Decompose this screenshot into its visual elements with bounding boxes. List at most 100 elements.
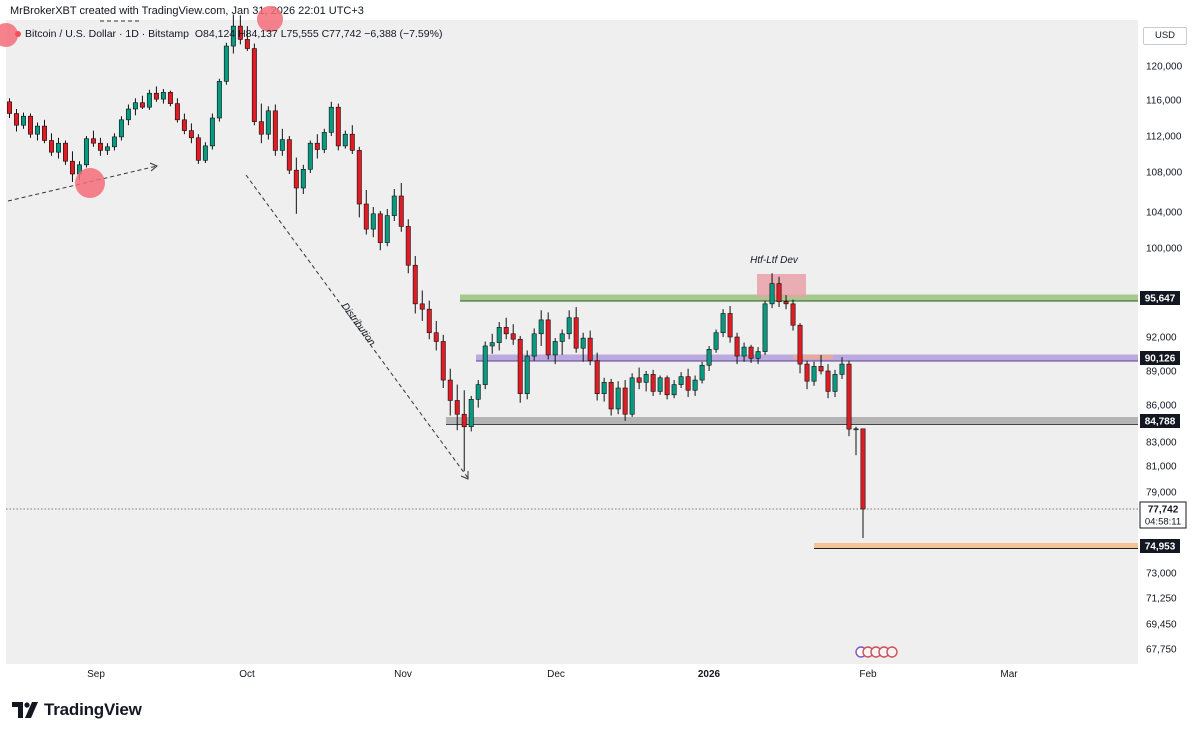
candle-down <box>797 324 803 365</box>
y-axis-labels: 120,000 116,000 112,000 108,000 104,000 100,0… <box>1139 62 1187 656</box>
price-label-box <box>1140 351 1180 365</box>
candle-down <box>636 377 642 383</box>
candle-up <box>629 377 635 415</box>
candle-down <box>174 103 180 121</box>
candle-down <box>69 160 75 175</box>
minor-zone <box>793 355 833 359</box>
candle-up <box>601 382 607 394</box>
candle-up <box>832 374 838 392</box>
ohlc-open: O84,124 <box>194 28 236 40</box>
y-tick-label: 81,000 <box>1146 462 1177 473</box>
candle-down <box>825 370 831 392</box>
candle-up <box>853 428 859 431</box>
edge-marker-left <box>0 23 18 47</box>
x-tick-label: Nov <box>394 669 412 680</box>
y-tick-label: 73,000 <box>1146 569 1177 580</box>
candle-down <box>251 48 257 122</box>
ohlc-change: −6,388 (−7.59%) <box>364 28 443 40</box>
candle-down <box>272 110 278 151</box>
candle-up <box>566 317 572 335</box>
candle-up <box>56 142 61 153</box>
candle-up <box>265 110 271 135</box>
candle-down <box>447 379 453 401</box>
symbol-interval: 1D <box>125 28 139 40</box>
candle-up <box>615 387 621 410</box>
candle-up <box>384 215 390 243</box>
candle-down <box>167 92 173 104</box>
candle-up <box>342 133 348 147</box>
candle-up <box>692 379 698 391</box>
candle-down <box>573 317 579 349</box>
symbol-status-icon <box>15 31 21 38</box>
symbol-pair: Bitcoin / U.S. Dollar <box>25 28 117 40</box>
candle-down <box>685 376 691 391</box>
tradingview-logo-icon <box>12 702 38 718</box>
candle-down <box>510 333 516 340</box>
candle-up <box>671 384 677 396</box>
candle-up <box>811 366 817 382</box>
candle-down <box>258 121 264 135</box>
tradingview-brand[interactable]: TradingView <box>12 699 142 721</box>
candle-down <box>846 363 852 430</box>
y-tick-label: 86,000 <box>1146 401 1177 412</box>
time-axis[interactable] <box>6 664 1138 684</box>
symbol-legend[interactable]: Bitcoin / U.S. Dollar · 1D · Bitstamp O8… <box>15 28 442 40</box>
candle-down <box>650 374 656 392</box>
chart-area[interactable] <box>6 20 1138 684</box>
candle-up <box>209 117 215 147</box>
candle-down <box>664 377 670 396</box>
candle-up <box>699 364 705 381</box>
candle-down <box>42 125 47 141</box>
candle-down <box>622 387 628 415</box>
trend-line-arrow-head <box>149 162 158 172</box>
candle-down <box>363 203 369 230</box>
distribution-label: Distribution <box>339 301 378 348</box>
x-axis-labels: Sep Oct Nov Dec 2026 Feb Mar <box>87 669 1018 680</box>
candle-up <box>118 119 124 138</box>
deviation-label: Htf-Ltf Dev <box>750 255 799 266</box>
zones-layer <box>446 274 1138 549</box>
candle-up <box>328 106 334 133</box>
candle-up <box>496 327 502 343</box>
currency-selector[interactable]: USD <box>1143 27 1187 45</box>
candle-up <box>538 319 544 335</box>
candle-down <box>314 142 320 150</box>
candle-down <box>776 283 782 303</box>
candle-up <box>531 333 537 357</box>
x-tick-label: Oct <box>239 669 255 680</box>
candle-up <box>482 345 488 385</box>
candle-up <box>755 351 761 359</box>
candle-up <box>111 136 117 148</box>
candle-up <box>160 92 166 100</box>
candle-down <box>97 142 103 151</box>
ohlc-low: L75,555 <box>280 28 319 40</box>
candle-up <box>230 25 236 47</box>
candle-up <box>643 374 649 383</box>
candle-up <box>146 92 152 108</box>
candle-up <box>489 342 495 347</box>
price-label-text: 95,647 <box>1145 294 1176 305</box>
y-tick-label: 67,750 <box>1146 645 1177 656</box>
y-tick-label: 116,000 <box>1146 96 1182 107</box>
y-tick-label: 69,450 <box>1146 620 1177 631</box>
candle-down <box>419 303 425 310</box>
level-zone-3 <box>446 417 1138 425</box>
candle-up <box>125 108 131 121</box>
candle-up <box>552 341 558 356</box>
candle-down <box>426 308 432 334</box>
candle-down <box>860 428 866 510</box>
candle-down <box>405 226 411 266</box>
candle-up <box>21 115 26 126</box>
candle-up <box>83 138 89 166</box>
last-price-text: 77,742 <box>1148 505 1179 516</box>
last-price-box <box>1139 501 1187 529</box>
candle-up <box>713 332 719 350</box>
candle-down <box>503 327 509 335</box>
swing-low-marker <box>75 168 105 198</box>
candle-up <box>762 303 768 352</box>
x-tick-label: Mar <box>1000 669 1018 680</box>
candle-down <box>433 332 439 342</box>
y-tick-label: 79,000 <box>1146 488 1177 499</box>
candle-down <box>545 319 551 356</box>
